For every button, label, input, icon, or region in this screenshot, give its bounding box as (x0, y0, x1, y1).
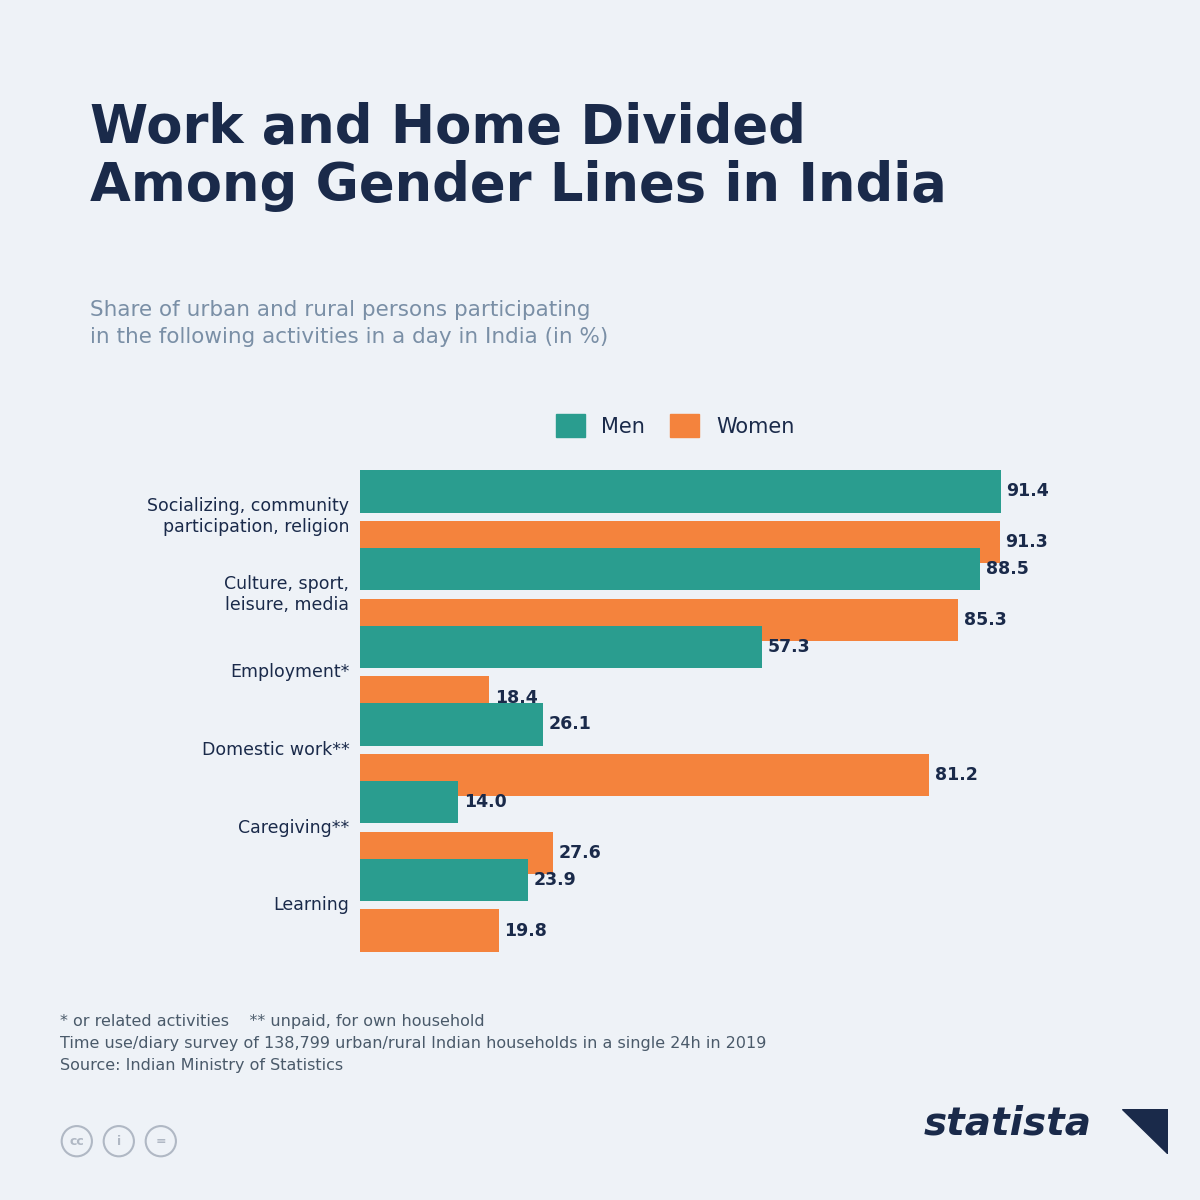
Bar (360, 677, 488, 719)
Text: 81.2: 81.2 (935, 767, 978, 785)
Text: 91.3: 91.3 (1006, 533, 1049, 551)
Bar (360, 599, 958, 641)
Polygon shape (1122, 1109, 1168, 1154)
Text: * or related activities    ** unpaid, for own household
Time use/diary survey of: * or related activities ** unpaid, for o… (60, 1014, 767, 1073)
Text: 27.6: 27.6 (559, 844, 602, 862)
Text: Work and Home Divided
Among Gender Lines in India: Work and Home Divided Among Gender Lines… (90, 102, 947, 212)
Bar (360, 832, 553, 874)
Bar (360, 470, 1001, 512)
Legend: Men, Women: Men, Women (547, 406, 803, 445)
Text: 57.3: 57.3 (767, 637, 810, 655)
Text: Share of urban and rural persons participating
in the following activities in a : Share of urban and rural persons partici… (90, 300, 608, 347)
Text: 14.0: 14.0 (463, 793, 506, 811)
Text: i: i (116, 1135, 121, 1147)
Text: Learning: Learning (274, 896, 349, 914)
Text: 18.4: 18.4 (494, 689, 538, 707)
Text: Employment*: Employment* (230, 664, 349, 682)
Text: Socializing, community
participation, religion: Socializing, community participation, re… (148, 497, 349, 536)
Bar (360, 521, 1000, 563)
Bar (360, 548, 980, 590)
Text: Caregiving**: Caregiving** (239, 818, 349, 836)
Text: =: = (156, 1135, 166, 1147)
Bar (360, 625, 762, 668)
Bar (360, 703, 542, 745)
Bar (360, 781, 458, 823)
Text: 91.4: 91.4 (1007, 482, 1049, 500)
Bar (360, 859, 528, 901)
Text: statista: statista (924, 1104, 1092, 1142)
Text: 85.3: 85.3 (964, 611, 1007, 629)
Bar (360, 910, 499, 952)
Text: 23.9: 23.9 (533, 871, 576, 889)
Bar (360, 754, 929, 797)
Text: Domestic work**: Domestic work** (202, 740, 349, 758)
Text: Culture, sport,
leisure, media: Culture, sport, leisure, media (224, 575, 349, 614)
Text: 19.8: 19.8 (504, 922, 547, 940)
Text: 26.1: 26.1 (548, 715, 592, 733)
Text: cc: cc (70, 1135, 84, 1147)
Text: 88.5: 88.5 (986, 560, 1028, 578)
